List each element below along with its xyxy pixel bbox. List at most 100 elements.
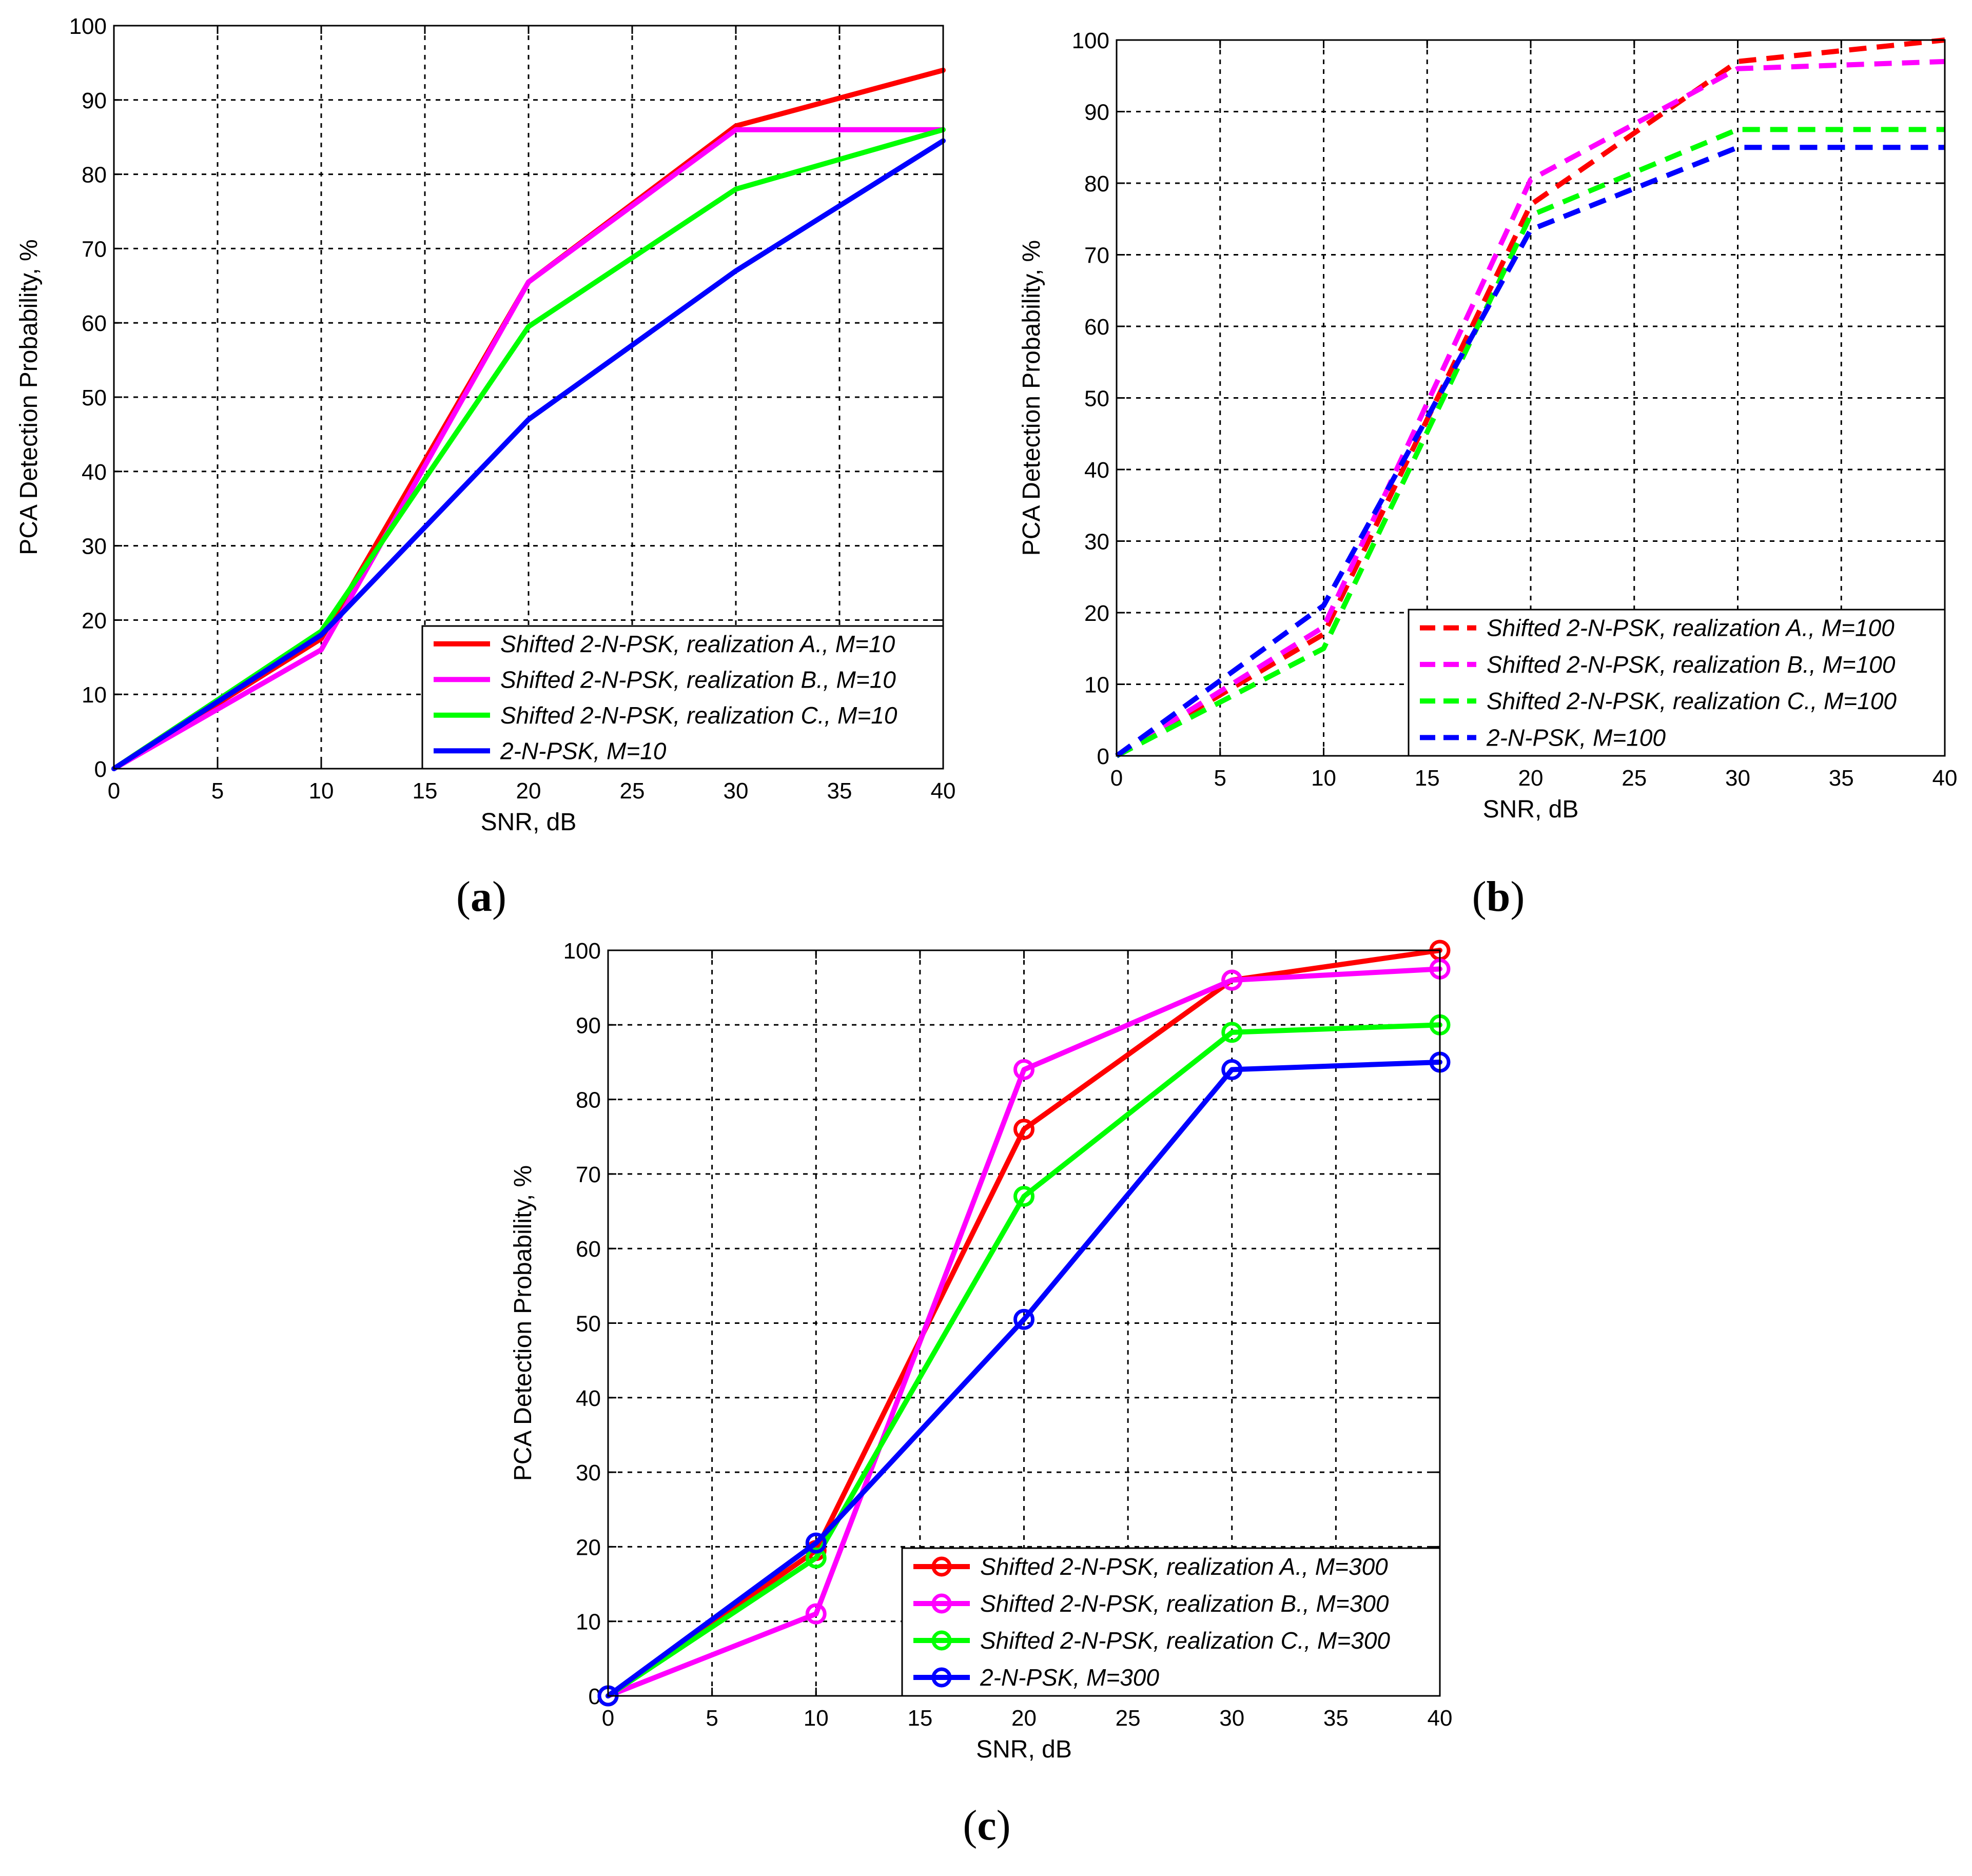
- panel-c-series-1-point-2: [1013, 1059, 1034, 1080]
- panel-c-series-3-line: [606, 1059, 1442, 1698]
- panel-a-series-3-line: [111, 138, 946, 771]
- panel-c-legend-marker-0: [931, 1556, 952, 1577]
- panel-b-legend-label-3: 2-N-PSK, M=100: [1486, 724, 1666, 751]
- panel-a-y-tick-label-2: 20: [82, 608, 107, 633]
- panel-c-x-tick-label-7: 35: [1323, 1706, 1349, 1731]
- panel-c-x-tick-label-0: 0: [602, 1706, 614, 1731]
- panel-a-y-axis-label: PCA Detection Probability, %: [15, 239, 43, 555]
- panel-c-legend-box: [901, 1547, 1441, 1697]
- panel-b-y-tick-label-10: 100: [1072, 28, 1109, 53]
- panel-b-y-tick-label-7: 70: [1084, 243, 1109, 268]
- panel-a-y-tick-label-10: 100: [69, 14, 107, 39]
- panel-a-y-tick-label-0: 0: [94, 757, 107, 782]
- panel-b-legend-label-0: Shifted 2-N-PSK, realization A., M=100: [1487, 615, 1895, 641]
- panel-a-x-tick-label-4: 20: [516, 778, 541, 804]
- panel-c-legend-label-3: 2-N-PSK, M=300: [980, 1664, 1159, 1691]
- panel-a-x-tick-label-1: 5: [211, 778, 224, 804]
- panel-c-series-2-point-1: [805, 1547, 827, 1569]
- panel-b-y-tick-label-8: 80: [1084, 171, 1109, 197]
- panel-b-x-tick-label-0: 0: [1110, 766, 1123, 791]
- panel-a-y-tick-label-8: 80: [82, 163, 107, 188]
- panel-b-y-tick-label-1: 10: [1084, 673, 1109, 698]
- panel-b-y-tick-label-5: 50: [1084, 386, 1109, 412]
- panel-b-caption: (b): [1472, 873, 1525, 921]
- panel-a-series-1-line: [111, 127, 946, 771]
- panel-b-x-tick-label-1: 5: [1214, 766, 1226, 791]
- panel-c-y-tick-label-4: 40: [576, 1386, 601, 1411]
- panel-b-legend-label-2: Shifted 2-N-PSK, realization C., M=100: [1487, 688, 1897, 714]
- panel-c-legend-label-1: Shifted 2-N-PSK, realization B., M=300: [980, 1590, 1389, 1617]
- panel-b-series-3-line: [1115, 145, 1945, 758]
- panel-c-x-tick-label-8: 40: [1428, 1706, 1453, 1731]
- panel-b-y-tick-label-6: 60: [1084, 315, 1109, 340]
- panel-a-x-tick-label-0: 0: [108, 778, 120, 804]
- panel-c-x-axis-label: SNR, dB: [976, 1736, 1072, 1763]
- panel-c-x-tick-label-2: 10: [804, 1706, 829, 1731]
- panel-c-y-axis-label: PCA Detection Probability, %: [510, 1165, 537, 1481]
- panel-c-x-tick-label-1: 5: [706, 1706, 718, 1731]
- panel-a-x-axis-label: SNR, dB: [481, 809, 577, 836]
- panel-c-x-tick-label-4: 20: [1011, 1706, 1037, 1731]
- panel-b-x-tick-label-8: 40: [1932, 766, 1958, 791]
- panel-b-series-0-line: [1115, 37, 1945, 758]
- panel-a-y-tick-label-9: 90: [82, 88, 107, 113]
- panel-a-legend-label-1: Shifted 2-N-PSK, realization B., M=10: [500, 666, 896, 693]
- panel-c-chart: 0 5 10 15 20 25 30 35 400102030405060708090100SN…: [510, 939, 1452, 1763]
- panel-b-x-tick-label-2: 10: [1311, 766, 1336, 791]
- panel-c-series-3-point-3: [1221, 1059, 1243, 1080]
- panel-b-y-axis-label: PCA Detection Probability, %: [1018, 240, 1045, 556]
- panel-a-legend-label-0: Shifted 2-N-PSK, realization A., M=10: [500, 631, 895, 657]
- panel-a-x-tick-label-5: 25: [620, 778, 645, 804]
- panel-b-x-tick-label-4: 20: [1518, 766, 1544, 791]
- panel-c-legend-label-2: Shifted 2-N-PSK, realization C., M=300: [980, 1627, 1390, 1654]
- panel-c-y-tick-label-9: 90: [576, 1013, 601, 1038]
- panel-a-x-tick-label-8: 40: [931, 778, 956, 804]
- panel-b-legend-label-1: Shifted 2-N-PSK, realization B., M=100: [1487, 651, 1896, 678]
- panel-c-series-1-line: [606, 966, 1442, 1698]
- panel-a-x-tick-label-3: 15: [413, 778, 438, 804]
- panel-c-legend-marker-3: [931, 1667, 952, 1688]
- panel-b-y-tick-label-2: 20: [1084, 601, 1109, 626]
- panel-c-legend-label-0: Shifted 2-N-PSK, realization A., M=300: [980, 1553, 1388, 1580]
- panel-c-series-3-point-2: [1013, 1308, 1034, 1330]
- panel-b-y-tick-label-4: 40: [1084, 458, 1109, 483]
- panel-b-series-1-line: [1115, 58, 1945, 758]
- panel-c-y-tick-label-3: 30: [576, 1460, 601, 1486]
- panel-a-caption: (a): [456, 873, 506, 921]
- panel-b-x-axis-label: SNR, dB: [1483, 796, 1579, 823]
- panel-a-legend-label-2: Shifted 2-N-PSK, realization C., M=10: [500, 702, 897, 729]
- panel-c-y-tick-label-10: 100: [563, 939, 601, 964]
- panel-c-series-2-line: [606, 1022, 1442, 1698]
- panel-a-y-tick-label-1: 10: [82, 682, 107, 708]
- panel-c-series-1-point-3: [1221, 969, 1243, 991]
- panel-a-x-tick-label-6: 30: [724, 778, 749, 804]
- panel-c-y-tick-label-1: 10: [576, 1610, 601, 1635]
- panel-c-series-0-point-2: [1013, 1119, 1034, 1140]
- panel-b-chart: 0 5 10 15 20 25 30 35 40 0 10 20 30 40 50 60 70 80 90 100 SN…: [1018, 28, 1957, 823]
- panel-b-y-tick-label-9: 90: [1084, 100, 1109, 125]
- panel-c-caption: (c): [963, 1802, 1010, 1849]
- panel-a-y-tick-label-6: 60: [82, 311, 107, 336]
- panel-a-legend-label-3: 2-N-PSK, M=10: [500, 737, 667, 764]
- panel-c-series-0-line: [606, 948, 1442, 1698]
- panel-b-x-tick-label-3: 15: [1415, 766, 1440, 791]
- panel-c-series-1-point-1: [805, 1603, 827, 1625]
- panel-b-x-tick-label-7: 35: [1829, 766, 1854, 791]
- panel-c-x-tick-label-5: 25: [1116, 1706, 1141, 1731]
- panel-a-x-tick-label-7: 35: [827, 778, 852, 804]
- panel-c-y-tick-label-8: 80: [576, 1088, 601, 1113]
- panel-b-y-tick-label-3: 30: [1084, 530, 1109, 555]
- panel-a-y-tick-label-5: 50: [82, 385, 107, 411]
- panel-c-y-tick-label-5: 50: [576, 1312, 601, 1337]
- panel-b-legend-box: [1408, 609, 1946, 757]
- panel-c-y-tick-label-2: 20: [576, 1535, 601, 1560]
- panel-c-x-tick-label-3: 15: [907, 1706, 932, 1731]
- panel-c-x-tick-label-6: 30: [1219, 1706, 1244, 1731]
- panel-a-y-tick-label-4: 40: [82, 460, 107, 485]
- panel-b-x-tick-label-5: 25: [1622, 766, 1647, 791]
- panel-c-legend-marker-1: [931, 1593, 952, 1614]
- panel-a-legend-box: [421, 625, 944, 770]
- panel-b-x-tick-label-6: 30: [1725, 766, 1750, 791]
- panel-c-y-tick-label-7: 70: [576, 1162, 601, 1187]
